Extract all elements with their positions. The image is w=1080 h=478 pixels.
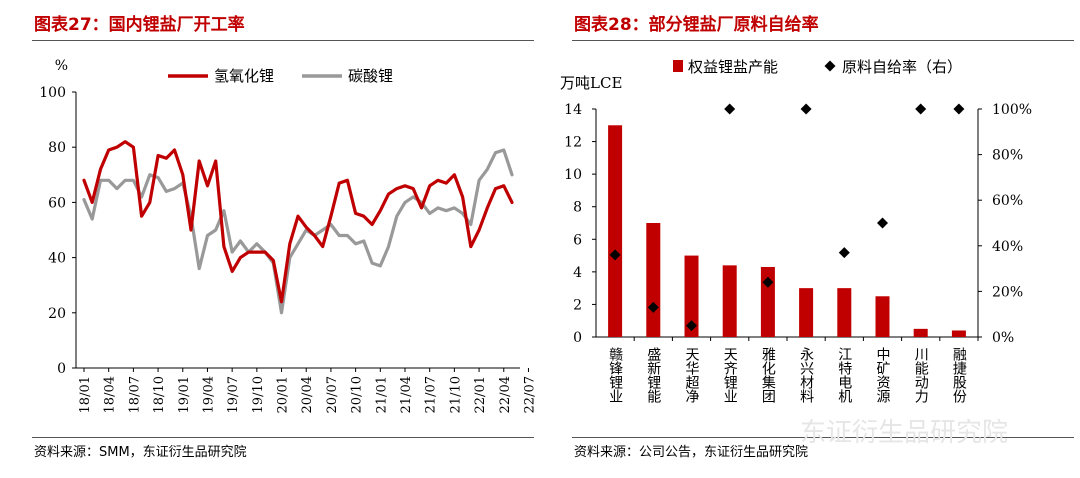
x-tick-label: 18/10 bbox=[152, 376, 167, 413]
bar-capacity bbox=[722, 265, 737, 337]
bar-capacity bbox=[608, 125, 623, 338]
y2-tick-label: 60% bbox=[992, 193, 1023, 209]
y-tick-label: 40 bbox=[48, 251, 66, 267]
chart-title-right: 图表28：部分锂盐厂原料自给率 bbox=[574, 15, 819, 35]
marker-self-sufficiency bbox=[800, 103, 812, 115]
marker-self-sufficiency bbox=[877, 217, 888, 229]
y-tick-label: 0 bbox=[57, 361, 66, 377]
x-tick-label: 19/01 bbox=[177, 376, 192, 413]
x-tick-label: 18/01 bbox=[78, 376, 93, 413]
x-category-label: 盛新锂能 bbox=[645, 347, 661, 404]
marker-self-sufficiency bbox=[724, 103, 736, 115]
x-category-label: 天齐锂业 bbox=[722, 347, 738, 403]
y2-tick-label: 20% bbox=[992, 284, 1023, 300]
x-tick-label: 21/10 bbox=[448, 376, 463, 413]
x-tick-label: 19/04 bbox=[201, 376, 216, 413]
title-rule-right bbox=[572, 40, 1074, 41]
marker-self-sufficiency bbox=[838, 247, 850, 259]
bar-capacity bbox=[913, 328, 928, 337]
bar-capacity bbox=[875, 296, 890, 337]
x-tick-label: 20/04 bbox=[300, 376, 315, 413]
y-tick-label: 4 bbox=[573, 265, 582, 281]
legend-swatch-marker bbox=[824, 60, 836, 72]
line-chart-svg: % 0 20 40 60 80 100 18/01 18/04 18/07 18/10 19/01 19… bbox=[39, 58, 537, 413]
x-category-label: 融捷股份 bbox=[951, 347, 967, 404]
y-tick-label: 60 bbox=[48, 195, 66, 211]
y2-tick-label: 40% bbox=[992, 239, 1023, 255]
series-line-lithium-hydroxide bbox=[82, 140, 514, 304]
bar-capacity bbox=[684, 255, 699, 337]
series-line-lithium-carbonate bbox=[82, 148, 514, 315]
source-note-left: 资料来源：SMM，东证衍生品研究院 bbox=[34, 445, 247, 460]
legend-label-bar: 权益锂盐产能 bbox=[688, 58, 778, 76]
source-note-right: 资料来源：公司公告，东证衍生品研究院 bbox=[574, 445, 809, 460]
x-tick-label: 19/10 bbox=[251, 376, 266, 413]
marker-self-sufficiency bbox=[686, 320, 697, 332]
chart-panel-left: 图表27：国内锂盐厂开工率 % 0 20 40 60 80 100 18/01 18/04 18/… bbox=[32, 15, 537, 460]
bar-capacity bbox=[837, 288, 852, 337]
y-tick-label: 6 bbox=[573, 232, 582, 248]
legend-swatch-bar bbox=[673, 60, 683, 72]
marker-self-sufficiency bbox=[762, 276, 774, 288]
x-category-label: 天华超净 bbox=[684, 347, 700, 404]
x-category-label: 江特电机 bbox=[836, 347, 852, 404]
legend-label: 氢氧化锂 bbox=[214, 67, 274, 85]
x-tick-label: 21/01 bbox=[374, 376, 389, 413]
x-category-label: 雅化集团 bbox=[760, 347, 776, 403]
source-rule-left bbox=[32, 437, 534, 438]
y-tick-label: 0 bbox=[573, 330, 582, 346]
y2-tick-label: 80% bbox=[992, 148, 1023, 164]
x-category-label: 中矿资源 bbox=[875, 347, 891, 403]
y-tick-label: 10 bbox=[564, 167, 582, 183]
y-tick-label: 12 bbox=[564, 135, 582, 151]
bar-capacity bbox=[799, 288, 814, 337]
y2-tick-label: 100% bbox=[992, 102, 1032, 118]
legend-label-marker: 原料自给率（右） bbox=[842, 58, 962, 76]
x-tick-label: 21/04 bbox=[399, 376, 414, 413]
x-tick-label: 22/04 bbox=[498, 376, 513, 413]
marker-self-sufficiency bbox=[915, 103, 927, 115]
x-tick-label: 20/07 bbox=[325, 376, 340, 413]
y-axis-unit: 万吨LCE bbox=[560, 74, 622, 92]
x-tick-label: 19/07 bbox=[226, 376, 241, 413]
y-tick-label: 80 bbox=[48, 140, 66, 156]
y-tick-label: 100 bbox=[39, 85, 66, 101]
x-category-label: 川能动力 bbox=[913, 347, 929, 404]
bar-capacity bbox=[646, 223, 661, 337]
x-tick-label: 20/10 bbox=[350, 376, 365, 413]
y-tick-label: 20 bbox=[48, 306, 66, 322]
marker-self-sufficiency bbox=[953, 103, 965, 115]
watermark-text: 东证衍生品研究院 bbox=[800, 418, 1009, 448]
y-axis-unit: % bbox=[55, 58, 68, 74]
x-tick-label: 21/07 bbox=[424, 376, 439, 413]
legend-label: 碳酸锂 bbox=[348, 67, 393, 85]
bar-capacity bbox=[760, 266, 775, 337]
x-tick-label: 20/01 bbox=[276, 376, 291, 413]
marker-self-sufficiency bbox=[609, 249, 621, 261]
x-tick-label: 18/04 bbox=[103, 376, 118, 413]
x-category-label: 赣锋锂业 bbox=[607, 347, 623, 403]
y-tick-label: 8 bbox=[573, 200, 582, 216]
y2-tick-label: 0% bbox=[992, 330, 1014, 346]
x-category-label: 永兴材料 bbox=[798, 347, 814, 403]
y-tick-label: 14 bbox=[564, 102, 582, 118]
bar-chart-svg: 万吨LCE 0 2 4 6 8 10 12 14 0% 20% 40% 60% 80% 100% 赣锋锂业 盛新… bbox=[560, 58, 1032, 404]
title-rule-left bbox=[32, 40, 534, 41]
y-tick-label: 2 bbox=[573, 297, 582, 313]
x-tick-label: 18/07 bbox=[127, 376, 142, 413]
marker-self-sufficiency bbox=[647, 301, 659, 313]
chart-panel-right: 图表28：部分锂盐厂原料自给率 万吨LCE 0 2 4 6 8 10 12 14 0% 20% 40%… bbox=[540, 0, 1080, 478]
source-rule-right bbox=[572, 437, 1074, 438]
x-tick-label: 22/01 bbox=[473, 376, 488, 413]
chart-title-left: 图表27：国内锂盐厂开工率 bbox=[34, 15, 245, 35]
x-tick-label: 22/07 bbox=[522, 376, 537, 413]
bar-capacity bbox=[951, 330, 966, 337]
